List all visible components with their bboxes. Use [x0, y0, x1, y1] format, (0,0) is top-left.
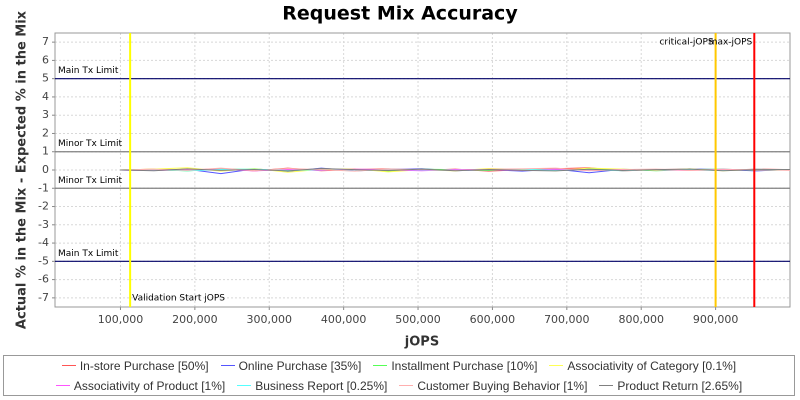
series-line [120, 168, 791, 172]
limit-label: Main Tx Limit [58, 249, 119, 259]
legend-item: Associativity of Category [0.1%] [549, 359, 736, 373]
legend-swatch [237, 385, 252, 386]
y-tick-label: 4 [42, 90, 49, 103]
legend-item: In-store Purchase [50%] [61, 358, 209, 373]
legend-label: Associativity of Category [0.1%] [567, 358, 737, 373]
legend-item: Business Report [0.25%] [237, 379, 387, 393]
x-tick-label: 800,000 [618, 313, 664, 326]
legend-swatch [373, 365, 388, 366]
y-tick-label: -7 [38, 291, 49, 304]
legend-item: Online Purchase [35%] [220, 358, 362, 373]
x-tick-label: 500,000 [395, 313, 441, 326]
limit-label: Minor Tx Limit [58, 176, 123, 186]
x-tick-label: 900,000 [693, 313, 739, 326]
x-tick-label: 100,000 [98, 313, 144, 326]
legend-label: Business Report [0.25%] [255, 378, 388, 393]
chart: Request Mix Accuracy jOPS Actual % in th… [15, 3, 791, 350]
y-tick-label: -2 [38, 200, 49, 213]
y-tick-label: -6 [38, 273, 49, 286]
legend-swatch [399, 385, 414, 386]
x-tick-label: 300,000 [247, 313, 293, 326]
chart-title: Request Mix Accuracy [282, 3, 518, 25]
x-tick-label: 400,000 [321, 313, 367, 326]
y-tick-label: 3 [42, 108, 49, 121]
x-tick-label: 700,000 [544, 313, 590, 326]
x-tick-label: 600,000 [470, 313, 516, 326]
y-tick-label: -1 [38, 181, 49, 194]
legend-swatch [549, 365, 564, 366]
legend-label: Product Return [2.65%] [617, 378, 743, 393]
y-tick-label: -3 [38, 218, 49, 231]
marker-label: Validation Start jOPS [132, 294, 225, 304]
legend-swatch [220, 365, 235, 366]
x-tick-label: 200,000 [172, 313, 218, 326]
legend-item: Associativity of Product [1%] [55, 378, 226, 393]
legend: In-store Purchase [50%] Online Purchase [… [3, 355, 795, 396]
legend-label: Associativity of Product [1%] [73, 378, 226, 393]
y-tick-label: 7 [42, 35, 49, 48]
marker-label: critical-jOPS [659, 38, 713, 48]
y-axis-label: Actual % in the Mix - Expected % in the … [15, 10, 30, 329]
limit-label: Main Tx Limit [58, 66, 119, 76]
legend-item: Installment Purchase [10%] [373, 359, 537, 373]
y-tick-label: 1 [42, 145, 49, 158]
legend-label: Installment Purchase [10%] [391, 358, 538, 373]
legend-item: Product Return [2.65%] [599, 379, 742, 393]
y-tick-label: -5 [38, 254, 49, 267]
legend-swatch [61, 365, 76, 366]
legend-label: In-store Purchase [50%] [79, 358, 209, 373]
y-tick-label: 6 [42, 53, 49, 66]
legend-swatch [55, 385, 70, 386]
y-tick-label: 2 [42, 126, 49, 139]
limit-label: Minor Tx Limit [58, 139, 123, 149]
y-tick-label: 0 [42, 163, 49, 176]
legend-label: Customer Buying Behavior [1%] [417, 378, 588, 393]
legend-swatch [599, 385, 614, 386]
legend-item: Customer Buying Behavior [1%] [399, 379, 587, 393]
x-axis-label: jOPS [404, 335, 439, 350]
marker-label: max-jOPS [709, 38, 753, 48]
y-tick-label: 5 [42, 72, 49, 85]
y-tick-label: -4 [38, 236, 49, 249]
legend-label: Online Purchase [35%] [238, 358, 362, 373]
